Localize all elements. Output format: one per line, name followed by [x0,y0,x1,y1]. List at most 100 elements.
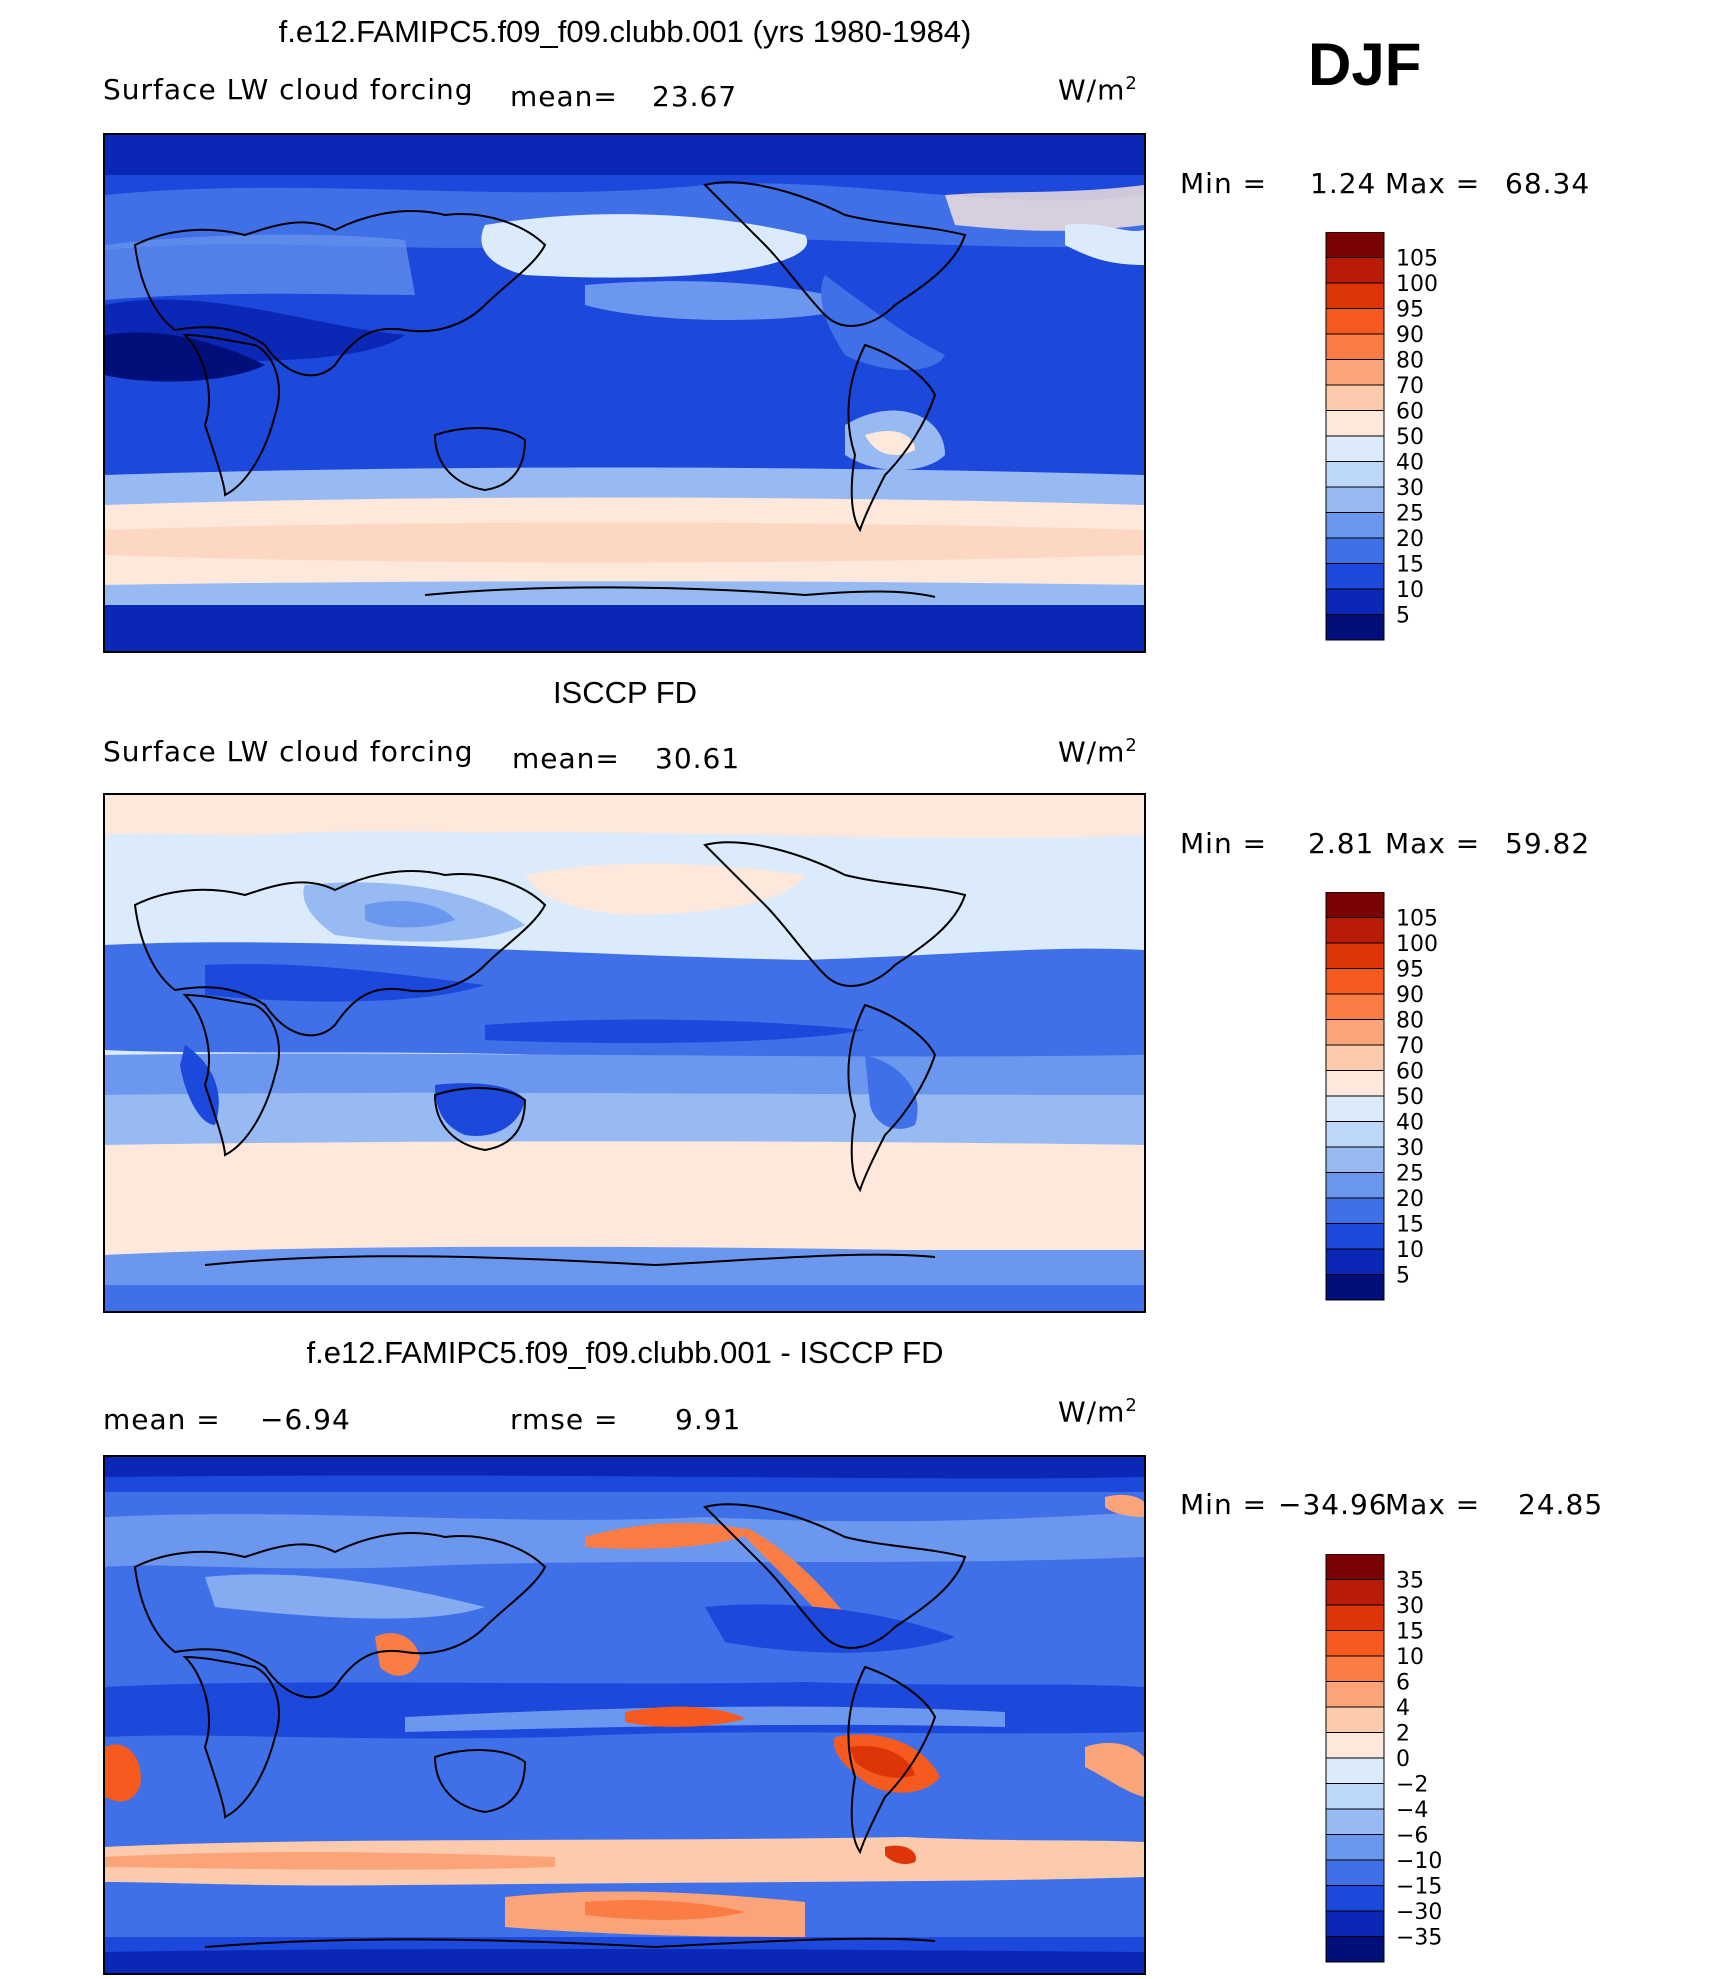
panel-3-map-svg [105,1457,1144,1973]
panel-1-mean-value: 23.67 [652,80,738,113]
colorbar-swatch [1325,588,1385,615]
colorbar-swatch [1325,614,1385,641]
colorbar-tick-label: 15 [1396,553,1424,578]
panel-3-max-label: Max = [1385,1488,1481,1521]
panel-1-subtitle: Surface LW cloud forcing [103,73,474,106]
colorbar-swatch [1325,257,1385,284]
panel-2-mean-label: mean= [512,742,620,775]
panel-3-max-value: 24.85 [1518,1488,1604,1521]
colorbar-swatch [1325,1146,1385,1173]
colorbar-tick-label: 90 [1396,983,1424,1008]
colorbar-swatch [1325,1223,1385,1250]
panel-3-map [103,1455,1146,1975]
colorbar-tick-label: 25 [1396,1162,1424,1187]
colorbar-tick-label: 10 [1396,1238,1424,1263]
panel-1-max-value: 68.34 [1505,167,1591,200]
colorbar-tick-label: 30 [1396,1136,1424,1161]
colorbar-tick-label: −6 [1396,1824,1428,1849]
colorbar-tick-label: 90 [1396,323,1424,348]
colorbar-swatch [1325,1095,1385,1122]
colorbar-swatch [1325,1732,1385,1759]
panel-1-mean-label: mean= [510,80,618,113]
colorbar-swatch [1325,1630,1385,1657]
colorbar-tick-label: 50 [1396,1085,1424,1110]
panel-3-min-label: Min = [1180,1488,1268,1521]
colorbar-swatch [1325,461,1385,488]
panel-1-title: f.e12.FAMIPC5.f09_f09.clubb.001 (yrs 198… [278,14,972,49]
colorbar-swatch [1325,333,1385,360]
colorbar-tick-label: 25 [1396,502,1424,527]
colorbar-tick-label: 60 [1396,1060,1424,1085]
colorbar-swatch [1325,410,1385,437]
panel-2-min-value: 2.81 [1308,827,1375,860]
colorbar-swatch [1325,942,1385,969]
colorbar-swatch [1325,1910,1385,1937]
colorbar-swatch [1325,1248,1385,1275]
colorbar-swatch [1325,1834,1385,1861]
colorbar-swatch [1325,232,1385,258]
colorbar-tick-label: 95 [1396,958,1424,983]
colorbar-swatch [1325,993,1385,1020]
colorbar-swatch [1325,1681,1385,1708]
colorbar-tick-label: 6 [1396,1671,1410,1696]
colorbar-tick-label: 100 [1396,272,1438,297]
colorbar-swatch [1325,1274,1385,1301]
season-label: DJF [1308,31,1422,98]
colorbar-swatch [1325,282,1385,309]
colorbar-tick-label: 35 [1396,1569,1424,1594]
colorbar-swatch [1325,1783,1385,1810]
colorbar-tick-label: 15 [1396,1213,1424,1238]
colorbar-tick-label: 4 [1396,1696,1410,1721]
colorbar-tick-label: 95 [1396,298,1424,323]
colorbar-tick-label: 2 [1396,1722,1410,1747]
panel-3-units: W/m2 [1058,1395,1138,1429]
colorbar-tick-label: 0 [1396,1747,1410,1772]
colorbar-swatch [1325,1655,1385,1682]
panel-2-max-value: 59.82 [1505,827,1591,860]
panel-2-max-label: Max = [1385,827,1481,860]
colorbar-tick-label: 50 [1396,425,1424,450]
panel-2-title: ISCCP FD [552,675,698,710]
colorbar-swatch [1325,917,1385,944]
colorbar-tick-label: −4 [1396,1798,1428,1823]
colorbar-swatch [1325,1936,1385,1963]
colorbar-tick-label: 10 [1396,1645,1424,1670]
colorbar-swatch [1325,1579,1385,1606]
colorbar-swatch [1325,1070,1385,1097]
colorbar-tick-label: 10 [1396,578,1424,603]
colorbar-swatch [1325,1554,1385,1580]
colorbar-swatch [1325,1121,1385,1148]
colorbar-swatch [1325,435,1385,462]
colorbar-tick-label: 5 [1396,1264,1410,1289]
panel-1-map-svg [105,135,1144,651]
panel-1-min-label: Min = [1180,167,1268,200]
colorbar-swatch [1325,1604,1385,1631]
panel-2-subtitle: Surface LW cloud forcing [103,735,474,768]
colorbar-tick-label: 80 [1396,349,1424,374]
colorbar-tick-label: 80 [1396,1009,1424,1034]
colorbar-tick-label: 100 [1396,932,1438,957]
colorbar-swatch [1325,486,1385,513]
colorbar-swatch [1325,1197,1385,1224]
panel-2-mean-value: 30.61 [655,742,741,775]
panel-3-mean-label: mean = [103,1403,221,1436]
colorbar-swatch [1325,563,1385,590]
colorbar-swatch [1325,1044,1385,1071]
colorbar-tick-label: 30 [1396,476,1424,501]
colorbar-swatch [1325,1859,1385,1886]
colorbar-tick-label: 70 [1396,1034,1424,1059]
panel-1-max-label: Max = [1385,167,1481,200]
panel-1-min-value: 1.24 [1310,167,1377,200]
colorbar-tick-label: 40 [1396,1111,1424,1136]
colorbar-swatch [1325,1706,1385,1733]
colorbar-tick-label: 60 [1396,400,1424,425]
colorbar-tick-label: −10 [1396,1849,1442,1874]
colorbar-swatch [1325,537,1385,564]
colorbar-tick-label: −30 [1396,1900,1442,1925]
panel-2-map-svg [105,795,1144,1311]
colorbar-swatch [1325,512,1385,539]
panel-3-mean-value: −6.94 [260,1403,351,1436]
